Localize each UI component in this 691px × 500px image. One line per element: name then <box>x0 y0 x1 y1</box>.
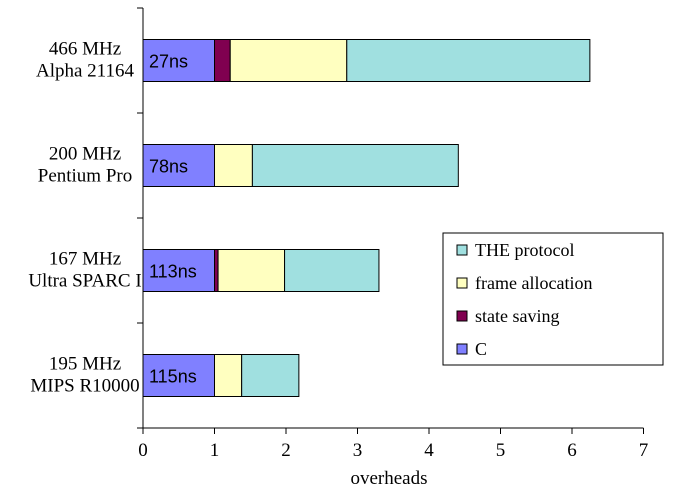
x-tick-label: 0 <box>138 440 148 461</box>
x-tick-label: 4 <box>424 440 434 461</box>
bar-segment-c <box>142 354 215 397</box>
x-axis-label: overheads <box>350 468 427 489</box>
x-tick-label: 1 <box>210 440 220 461</box>
bar-label: 113ns <box>149 262 197 282</box>
bar-segment-frame-allocation <box>229 39 348 82</box>
x-tick-label: 2 <box>281 440 291 461</box>
category-label-cpu: Ultra SPARC I <box>28 271 141 292</box>
category-label-clock: 195 MHz <box>49 354 121 375</box>
x-tick-labels: 0 1 2 3 4 5 6 7 <box>138 440 648 461</box>
bars: 27ns 78ns 113ns 115ns <box>142 39 591 397</box>
legend-label: C <box>475 339 487 359</box>
bar-segment-c <box>142 249 215 292</box>
x-tick-label: 7 <box>639 440 649 461</box>
legend-swatch <box>456 277 468 289</box>
bar-segment-frame-allocation <box>217 249 286 292</box>
bar-segment-c <box>142 144 215 187</box>
x-tick-label: 5 <box>496 440 506 461</box>
bar-segment-the-protocol <box>251 144 459 187</box>
bar-segment-the-protocol <box>346 39 591 82</box>
legend-label: state saving <box>475 306 559 326</box>
category-label-cpu: MIPS R10000 <box>30 376 139 397</box>
bar-segment-state-saving <box>214 249 219 292</box>
bar-segment-c <box>142 39 215 82</box>
category-label-cpu: Pentium Pro <box>38 166 132 187</box>
bar-segment-the-protocol <box>284 249 380 292</box>
category-label-clock: 200 MHz <box>49 144 121 165</box>
legend-label: THE protocol <box>475 240 574 260</box>
category-label-clock: 167 MHz <box>49 249 121 270</box>
bar-label: 115ns <box>149 367 197 387</box>
category-label-cpu: Alpha 21164 <box>36 61 134 82</box>
bar-label: 27ns <box>149 52 188 72</box>
legend-swatch <box>456 343 468 355</box>
bar-segment-the-protocol <box>241 354 300 397</box>
x-tick-label: 3 <box>353 440 363 461</box>
bar-segment-state-saving <box>214 39 231 82</box>
bar-segment-frame-allocation <box>214 354 243 397</box>
legend: THE protocol frame allocation state saving… <box>442 232 664 366</box>
x-tick-label: 6 <box>567 440 577 461</box>
legend-box <box>442 232 664 366</box>
category-label-clock: 466 MHz <box>49 39 121 60</box>
bar-segment-frame-allocation <box>214 144 253 187</box>
legend-swatch <box>456 244 468 256</box>
bar-label: 78ns <box>149 157 188 177</box>
legend-label: frame allocation <box>475 273 592 293</box>
legend-swatch <box>456 310 468 322</box>
